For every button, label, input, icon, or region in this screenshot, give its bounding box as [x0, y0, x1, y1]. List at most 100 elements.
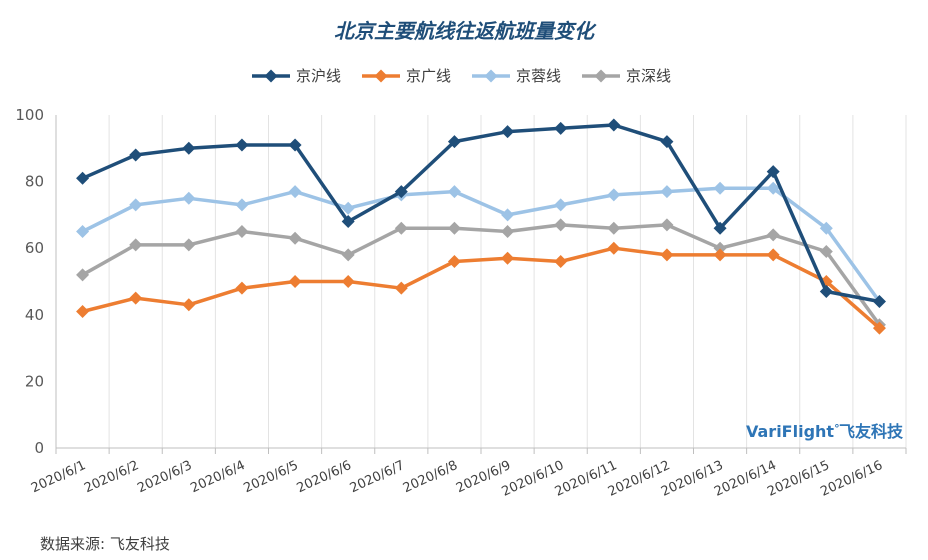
- data-point: [554, 121, 568, 135]
- data-point: [129, 198, 143, 212]
- data-point: [235, 138, 249, 152]
- data-point: [394, 281, 408, 295]
- data-point: [713, 248, 727, 262]
- data-point: [660, 135, 674, 149]
- data-point: [288, 185, 302, 199]
- data-point: [235, 281, 249, 295]
- data-point: [872, 294, 886, 308]
- data-point: [660, 248, 674, 262]
- data-point: [766, 228, 780, 242]
- data-point: [288, 231, 302, 245]
- x-tick-label: 2020/6/7: [348, 458, 407, 496]
- x-tick-label: 2020/6/6: [295, 458, 354, 496]
- y-tick-label: 20: [25, 372, 44, 390]
- data-point: [501, 125, 515, 139]
- data-point: [341, 215, 355, 229]
- svg-text:VariFlight°: VariFlight°: [746, 422, 840, 441]
- data-point: [819, 245, 833, 259]
- data-point: [819, 284, 833, 298]
- data-point: [447, 185, 461, 199]
- data-point: [182, 238, 196, 252]
- series-line: [82, 246, 881, 330]
- data-point: [501, 251, 515, 265]
- legend-label: 京蓉线: [516, 67, 561, 85]
- data-point: [872, 321, 886, 335]
- data-point: [341, 275, 355, 288]
- data-point: [288, 275, 302, 288]
- x-tick-label: 2020/6/1: [29, 458, 88, 496]
- data-point: [447, 221, 461, 235]
- data-point: [766, 165, 780, 179]
- grid: [108, 115, 907, 448]
- data-point: [76, 225, 90, 239]
- watermark-brand: VariFlight: [746, 422, 834, 441]
- legend-swatch-marker: [264, 69, 278, 83]
- data-point: [394, 185, 408, 199]
- data-point: [607, 118, 621, 132]
- series-line: [81, 223, 881, 326]
- data-point: [766, 181, 780, 195]
- data-point: [341, 201, 355, 215]
- x-tick-label: 2020/6/8: [401, 458, 460, 496]
- data-point: [182, 141, 196, 155]
- y-tick-label: 60: [25, 239, 44, 257]
- legend-label: 京广线: [406, 67, 451, 85]
- series-line: [81, 186, 881, 303]
- series-line: [81, 123, 880, 304]
- data-point: [235, 225, 249, 239]
- legend-item: 京深线: [582, 67, 671, 85]
- data-source: 数据来源: 飞友科技: [40, 535, 170, 553]
- series-京蓉线: [76, 181, 886, 308]
- data-point: [394, 221, 408, 235]
- series-京沪线: [76, 118, 886, 308]
- data-point: [235, 198, 249, 212]
- legend-item: 京沪线: [252, 67, 341, 85]
- legend: 京沪线 京广线 京蓉线 京深线: [252, 67, 671, 85]
- watermark-mark: °: [834, 422, 840, 435]
- data-point: [819, 221, 833, 235]
- data-point: [288, 138, 302, 152]
- x-tick-label: 2020/6/2: [82, 458, 141, 496]
- data-point: [182, 191, 196, 205]
- x-tick-label: 2020/6/5: [241, 458, 300, 496]
- data-point: [129, 238, 143, 252]
- data-point: [129, 291, 143, 305]
- data-point: [76, 171, 90, 185]
- data-point: [607, 188, 621, 202]
- data-point: [501, 208, 515, 222]
- data-point: [341, 248, 355, 262]
- data-point: [129, 148, 143, 162]
- data-point: [713, 241, 727, 255]
- legend-swatch-marker: [484, 69, 498, 83]
- y-tick-label: 100: [15, 106, 44, 124]
- data-point: [607, 221, 621, 235]
- data-point: [76, 304, 90, 318]
- data-point: [607, 241, 621, 255]
- watermark-cn: 飞友科技: [839, 422, 904, 441]
- data-point: [76, 268, 90, 282]
- data-point: [554, 255, 568, 269]
- series-layer: [76, 118, 886, 335]
- data-point: [713, 221, 727, 235]
- legend-swatch-marker: [374, 69, 388, 83]
- y-tick-label: 0: [34, 439, 44, 457]
- legend-label: 京深线: [626, 67, 671, 85]
- legend-item: 京广线: [362, 67, 451, 85]
- x-tick-label: 2020/6/3: [135, 458, 194, 496]
- data-point: [447, 255, 461, 269]
- data-point: [766, 248, 780, 262]
- watermark: VariFlight° 飞友科技: [746, 422, 904, 441]
- legend-label: 京沪线: [296, 67, 341, 85]
- x-tick-label: 2020/6/4: [188, 458, 247, 496]
- series-京广线: [76, 241, 886, 335]
- legend-item: 京蓉线: [472, 67, 561, 85]
- y-tick-label: 40: [25, 306, 44, 324]
- data-point: [554, 198, 568, 212]
- chart-title: 北京主要航线往返航班量变化: [334, 19, 597, 43]
- data-point: [182, 298, 196, 312]
- data-point: [660, 185, 674, 199]
- data-point: [554, 218, 568, 232]
- data-point: [713, 181, 727, 195]
- data-point: [501, 225, 515, 239]
